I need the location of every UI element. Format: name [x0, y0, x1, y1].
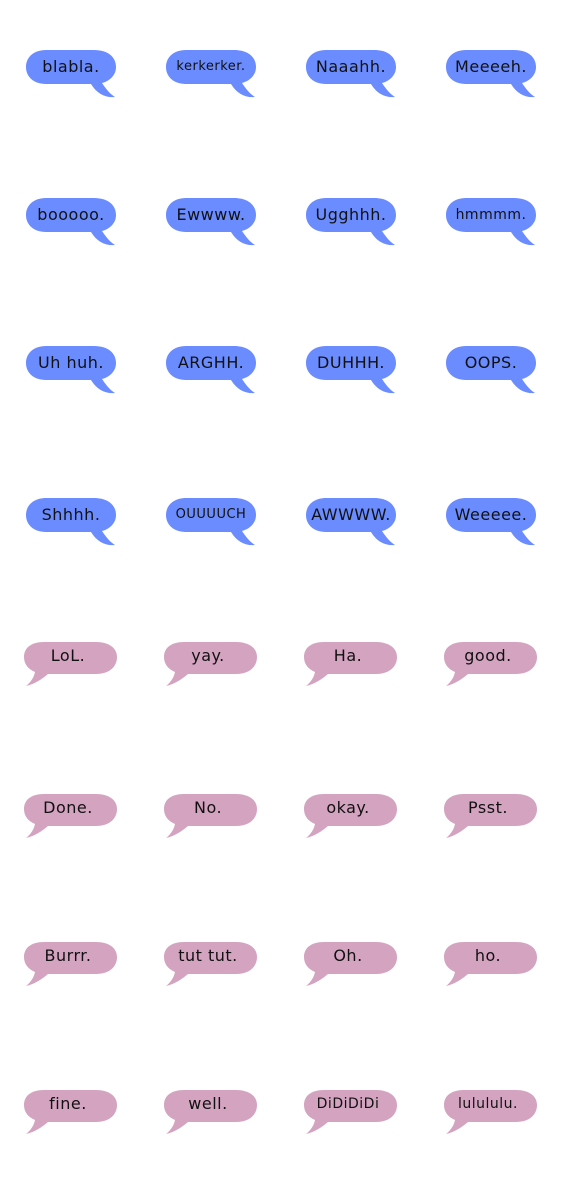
sticker-meeeeh[interactable]: Meeeeh.: [444, 44, 544, 104]
sticker-no[interactable]: No.: [160, 788, 260, 848]
sticker-burrr[interactable]: Burrr.: [20, 936, 120, 996]
sticker-arghh[interactable]: ARGHH.: [164, 340, 264, 400]
sticker-label: Naaahh.: [315, 57, 387, 76]
sticker-label: kerkerker.: [176, 59, 246, 74]
sticker-label: okay.: [326, 798, 370, 817]
sticker-awwww[interactable]: AWWWW.: [304, 492, 404, 552]
speech-bubble-icon: [444, 1090, 537, 1134]
speech-bubble-icon: [24, 642, 117, 686]
sticker-yay[interactable]: yay.: [160, 636, 260, 696]
sticker-good[interactable]: good.: [440, 636, 540, 696]
sticker-lulululu[interactable]: lulululu.: [440, 1084, 540, 1144]
speech-bubble-icon: [444, 794, 537, 838]
speech-bubble-icon: [166, 498, 256, 546]
speech-bubble-icon: [446, 346, 536, 394]
sticker-didididi[interactable]: DiDiDiDi: [300, 1084, 400, 1144]
speech-bubble-icon: [306, 346, 396, 394]
sticker-label: Meeeeh.: [455, 57, 527, 76]
sticker-label: well.: [188, 1094, 228, 1113]
sticker-label: yay.: [191, 646, 225, 665]
speech-bubble-icon: [164, 794, 257, 838]
speech-bubble-icon: [26, 498, 116, 546]
speech-bubble-icon: [24, 1090, 117, 1134]
sticker-label: Weeeee.: [454, 505, 528, 524]
speech-bubble-icon: [304, 794, 397, 838]
sticker-label: hmmmm.: [455, 207, 527, 223]
sticker-label: Psst.: [468, 798, 508, 817]
sticker-label: tut tut.: [178, 946, 238, 965]
sticker-label: Done.: [43, 798, 93, 817]
sticker-oh[interactable]: Oh.: [300, 936, 400, 996]
speech-bubble-icon: [446, 198, 536, 246]
sticker-ho[interactable]: ho.: [440, 936, 540, 996]
sticker-label: Oh.: [333, 946, 363, 965]
sticker-label: lulululu.: [457, 1096, 518, 1112]
speech-bubble-icon: [24, 794, 117, 838]
sticker-okay[interactable]: okay.: [300, 788, 400, 848]
sticker-duhhh[interactable]: DUHHH.: [304, 340, 404, 400]
sticker-lol[interactable]: LoL.: [20, 636, 120, 696]
sticker-label: fine.: [49, 1094, 87, 1113]
sticker-label: Burrr.: [44, 946, 92, 965]
speech-bubble-icon: [304, 642, 397, 686]
speech-bubble-icon: [166, 50, 256, 98]
sticker-label: AWWWW.: [311, 505, 391, 524]
speech-bubble-icon: [444, 642, 537, 686]
sticker-label: Ha.: [333, 646, 363, 665]
sticker-kerkerker[interactable]: kerkerker.: [164, 44, 264, 104]
sticker-label: Ugghhh.: [315, 205, 387, 224]
sticker-uh-huh[interactable]: Uh huh.: [24, 340, 124, 400]
sticker-shhhh[interactable]: Shhhh.: [24, 492, 124, 552]
sticker-hmmmm[interactable]: hmmmm.: [444, 192, 544, 252]
sticker-label: OUUUUCH: [175, 507, 247, 522]
sticker-well[interactable]: well.: [160, 1084, 260, 1144]
sticker-label: booooo.: [37, 205, 105, 224]
sticker-ouuuuch[interactable]: OUUUUCH: [164, 492, 264, 552]
speech-bubble-icon: [306, 198, 396, 246]
speech-bubble-icon: [446, 498, 536, 546]
sticker-tut-tut[interactable]: tut tut.: [160, 936, 260, 996]
speech-bubble-icon: [164, 942, 257, 986]
speech-bubble-icon: [26, 198, 116, 246]
sticker-label: OOPS.: [464, 353, 518, 372]
sticker-done[interactable]: Done.: [20, 788, 120, 848]
speech-bubble-icon: [26, 346, 116, 394]
speech-bubble-icon: [304, 942, 397, 986]
sticker-label: DUHHH.: [317, 353, 385, 372]
speech-bubble-icon: [166, 198, 256, 246]
sticker-psst[interactable]: Psst.: [440, 788, 540, 848]
sticker-ha[interactable]: Ha.: [300, 636, 400, 696]
sticker-label: Shhhh.: [41, 505, 101, 524]
speech-bubble-icon: [164, 642, 257, 686]
sticker-label: blabla.: [42, 57, 100, 76]
sticker-label: Ewwww.: [176, 205, 246, 224]
sticker-label: DiDiDiDi: [316, 1096, 380, 1112]
sticker-weeeee[interactable]: Weeeee.: [444, 492, 544, 552]
speech-bubble-icon: [164, 1090, 257, 1134]
speech-bubble-icon: [304, 1090, 397, 1134]
sticker-blabla[interactable]: blabla.: [24, 44, 124, 104]
sticker-fine[interactable]: fine.: [20, 1084, 120, 1144]
sticker-label: ARGHH.: [177, 353, 245, 372]
speech-bubble-icon: [24, 942, 117, 986]
sticker-ugghhh[interactable]: Ugghhh.: [304, 192, 404, 252]
sticker-booooo[interactable]: booooo.: [24, 192, 124, 252]
speech-bubble-icon: [444, 942, 537, 986]
speech-bubble-icon: [166, 346, 256, 394]
sticker-label: LoL.: [50, 646, 86, 665]
sticker-label: ho.: [474, 946, 502, 965]
sticker-label: Uh huh.: [38, 353, 104, 372]
speech-bubble-icon: [306, 498, 396, 546]
sticker-label: No.: [193, 798, 223, 817]
sticker-label: good.: [464, 646, 512, 665]
sticker-oops[interactable]: OOPS.: [444, 340, 544, 400]
sticker-ewwww[interactable]: Ewwww.: [164, 192, 264, 252]
sticker-naaahh[interactable]: Naaahh.: [304, 44, 404, 104]
speech-bubble-icon: [306, 50, 396, 98]
speech-bubble-icon: [446, 50, 536, 98]
speech-bubble-icon: [26, 50, 116, 98]
